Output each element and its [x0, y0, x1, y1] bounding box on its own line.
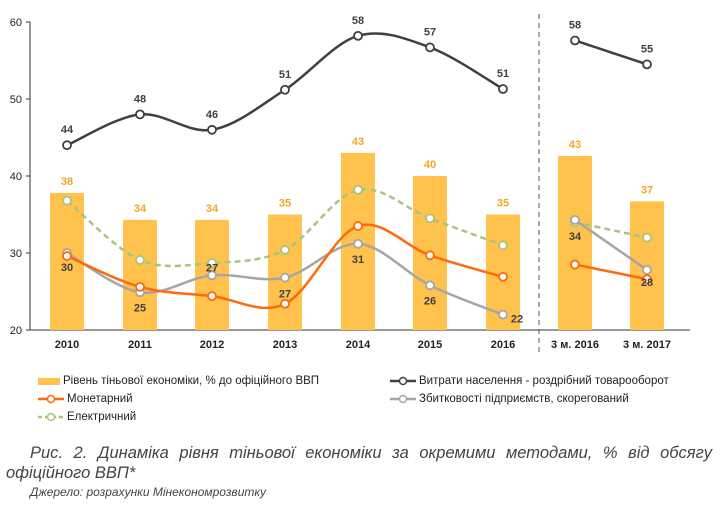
data-label: 58: [352, 15, 364, 27]
y-tick-label: 60: [10, 17, 22, 29]
x-tick-label: 2013: [273, 339, 297, 351]
legend-label: Збитковості підприємств, скорегований: [419, 393, 629, 405]
data-label: 28: [641, 277, 653, 289]
figure-caption: Рис. 2. Динаміка рівня тіньової економік…: [6, 444, 712, 482]
y-tick-label: 40: [10, 171, 22, 183]
x-tick-label: 2011: [128, 339, 152, 351]
legend-bars: Рівень тіньової економіки, % до офіційно…: [38, 375, 319, 387]
x-tick-label: 2012: [200, 339, 224, 351]
data-label: 25: [134, 302, 146, 314]
data-label: 51: [279, 69, 291, 81]
data-point: [135, 281, 145, 292]
bar-label: 43: [569, 139, 581, 151]
data-label: 46: [206, 109, 218, 121]
x-tick-label: 3 м. 2016: [551, 339, 599, 351]
data-point: [207, 124, 217, 135]
data-point: [425, 213, 435, 224]
data-label: 57: [424, 26, 436, 38]
data-point: [280, 298, 290, 309]
legend-line-icon: [38, 394, 64, 404]
data-point: [135, 255, 145, 265]
data-label: 27: [206, 262, 218, 274]
legend-series-2: Збитковості підприємств, скорегований: [390, 393, 629, 405]
data-point: [62, 140, 72, 151]
bar-label: 40: [424, 159, 436, 171]
data-point: [62, 195, 72, 206]
data-point: [570, 35, 580, 46]
data-label: 34: [569, 231, 582, 243]
data-point: [498, 240, 508, 251]
data-label: 55: [641, 43, 653, 55]
data-point: [207, 270, 217, 281]
legend-series-0: Витрати населення - роздрібний товарообо…: [390, 375, 669, 387]
data-point: [498, 84, 508, 94]
data-point: [425, 280, 435, 291]
data-point: [498, 309, 508, 320]
data-point: [280, 245, 290, 255]
data-point: [353, 184, 363, 195]
data-point: [425, 250, 435, 261]
data-point: [353, 238, 363, 249]
data-point: [642, 265, 652, 275]
legend-line-icon: [390, 376, 416, 386]
y-tick-label: 50: [10, 94, 22, 106]
bar: [123, 219, 157, 330]
data-point: [62, 251, 72, 261]
data-label: 30: [61, 262, 73, 274]
x-tick-label: 2010: [55, 339, 79, 351]
chart: 20 30 40 50 60 2010 2011 2012 2013 2014 2015 2016 3 …: [10, 14, 690, 352]
data-label: 51: [497, 68, 509, 80]
data-point: [498, 271, 508, 282]
data-point: [570, 259, 580, 270]
bar-label: 38: [61, 176, 73, 188]
legend-line-icon: [38, 412, 64, 422]
bar-label: 35: [497, 198, 509, 210]
legend-label: Електричний: [67, 411, 137, 423]
data-point: [207, 258, 217, 268]
data-point: [280, 84, 290, 95]
series-line: [574, 39, 648, 66]
bar-label: 37: [641, 184, 653, 196]
legend-line-icon: [390, 394, 416, 404]
series-line: [574, 218, 648, 271]
bar-label: 34: [134, 203, 147, 215]
data-point: [642, 59, 652, 70]
bar-label: 43: [352, 136, 364, 148]
data-label: 48: [134, 93, 146, 105]
data-label: 44: [61, 124, 74, 136]
x-tick-label: 2014: [346, 339, 371, 351]
legend-label: Монетарний: [67, 393, 133, 405]
legend-label: Рівень тіньової економіки, % до офіційно…: [63, 375, 320, 387]
bar-label: 35: [279, 198, 291, 210]
y-tick-label: 30: [10, 248, 22, 260]
legend-swatch-bars: [38, 377, 60, 385]
data-label: 27: [279, 289, 291, 301]
bar-label: 34: [206, 203, 219, 215]
figure-source: Джерело: розрахунки Мінекономрозвитку: [30, 485, 267, 499]
data-label: 58: [569, 19, 581, 31]
data-point: [135, 109, 145, 120]
data-point: [207, 291, 217, 302]
x-tick-label: 2015: [418, 339, 442, 351]
x-tick-label: 2016: [491, 339, 515, 351]
data-point: [642, 274, 652, 285]
x-tick-label: 3 м. 2017: [623, 339, 671, 351]
data-point: [642, 232, 652, 243]
data-label: 31: [352, 254, 364, 266]
data-point: [280, 272, 290, 283]
data-point: [570, 214, 580, 225]
data-point: [425, 42, 435, 53]
data-point: [353, 221, 363, 231]
data-label: 22: [511, 314, 523, 326]
y-tick-label: 20: [10, 325, 22, 337]
legend-series-3: Електричний: [38, 411, 136, 423]
legend-series-1: Монетарний: [38, 393, 133, 405]
data-label: 26: [424, 295, 436, 307]
legend-label: Витрати населення - роздрібний товарообо…: [419, 375, 669, 387]
bar: [558, 155, 592, 330]
data-point: [353, 30, 363, 41]
